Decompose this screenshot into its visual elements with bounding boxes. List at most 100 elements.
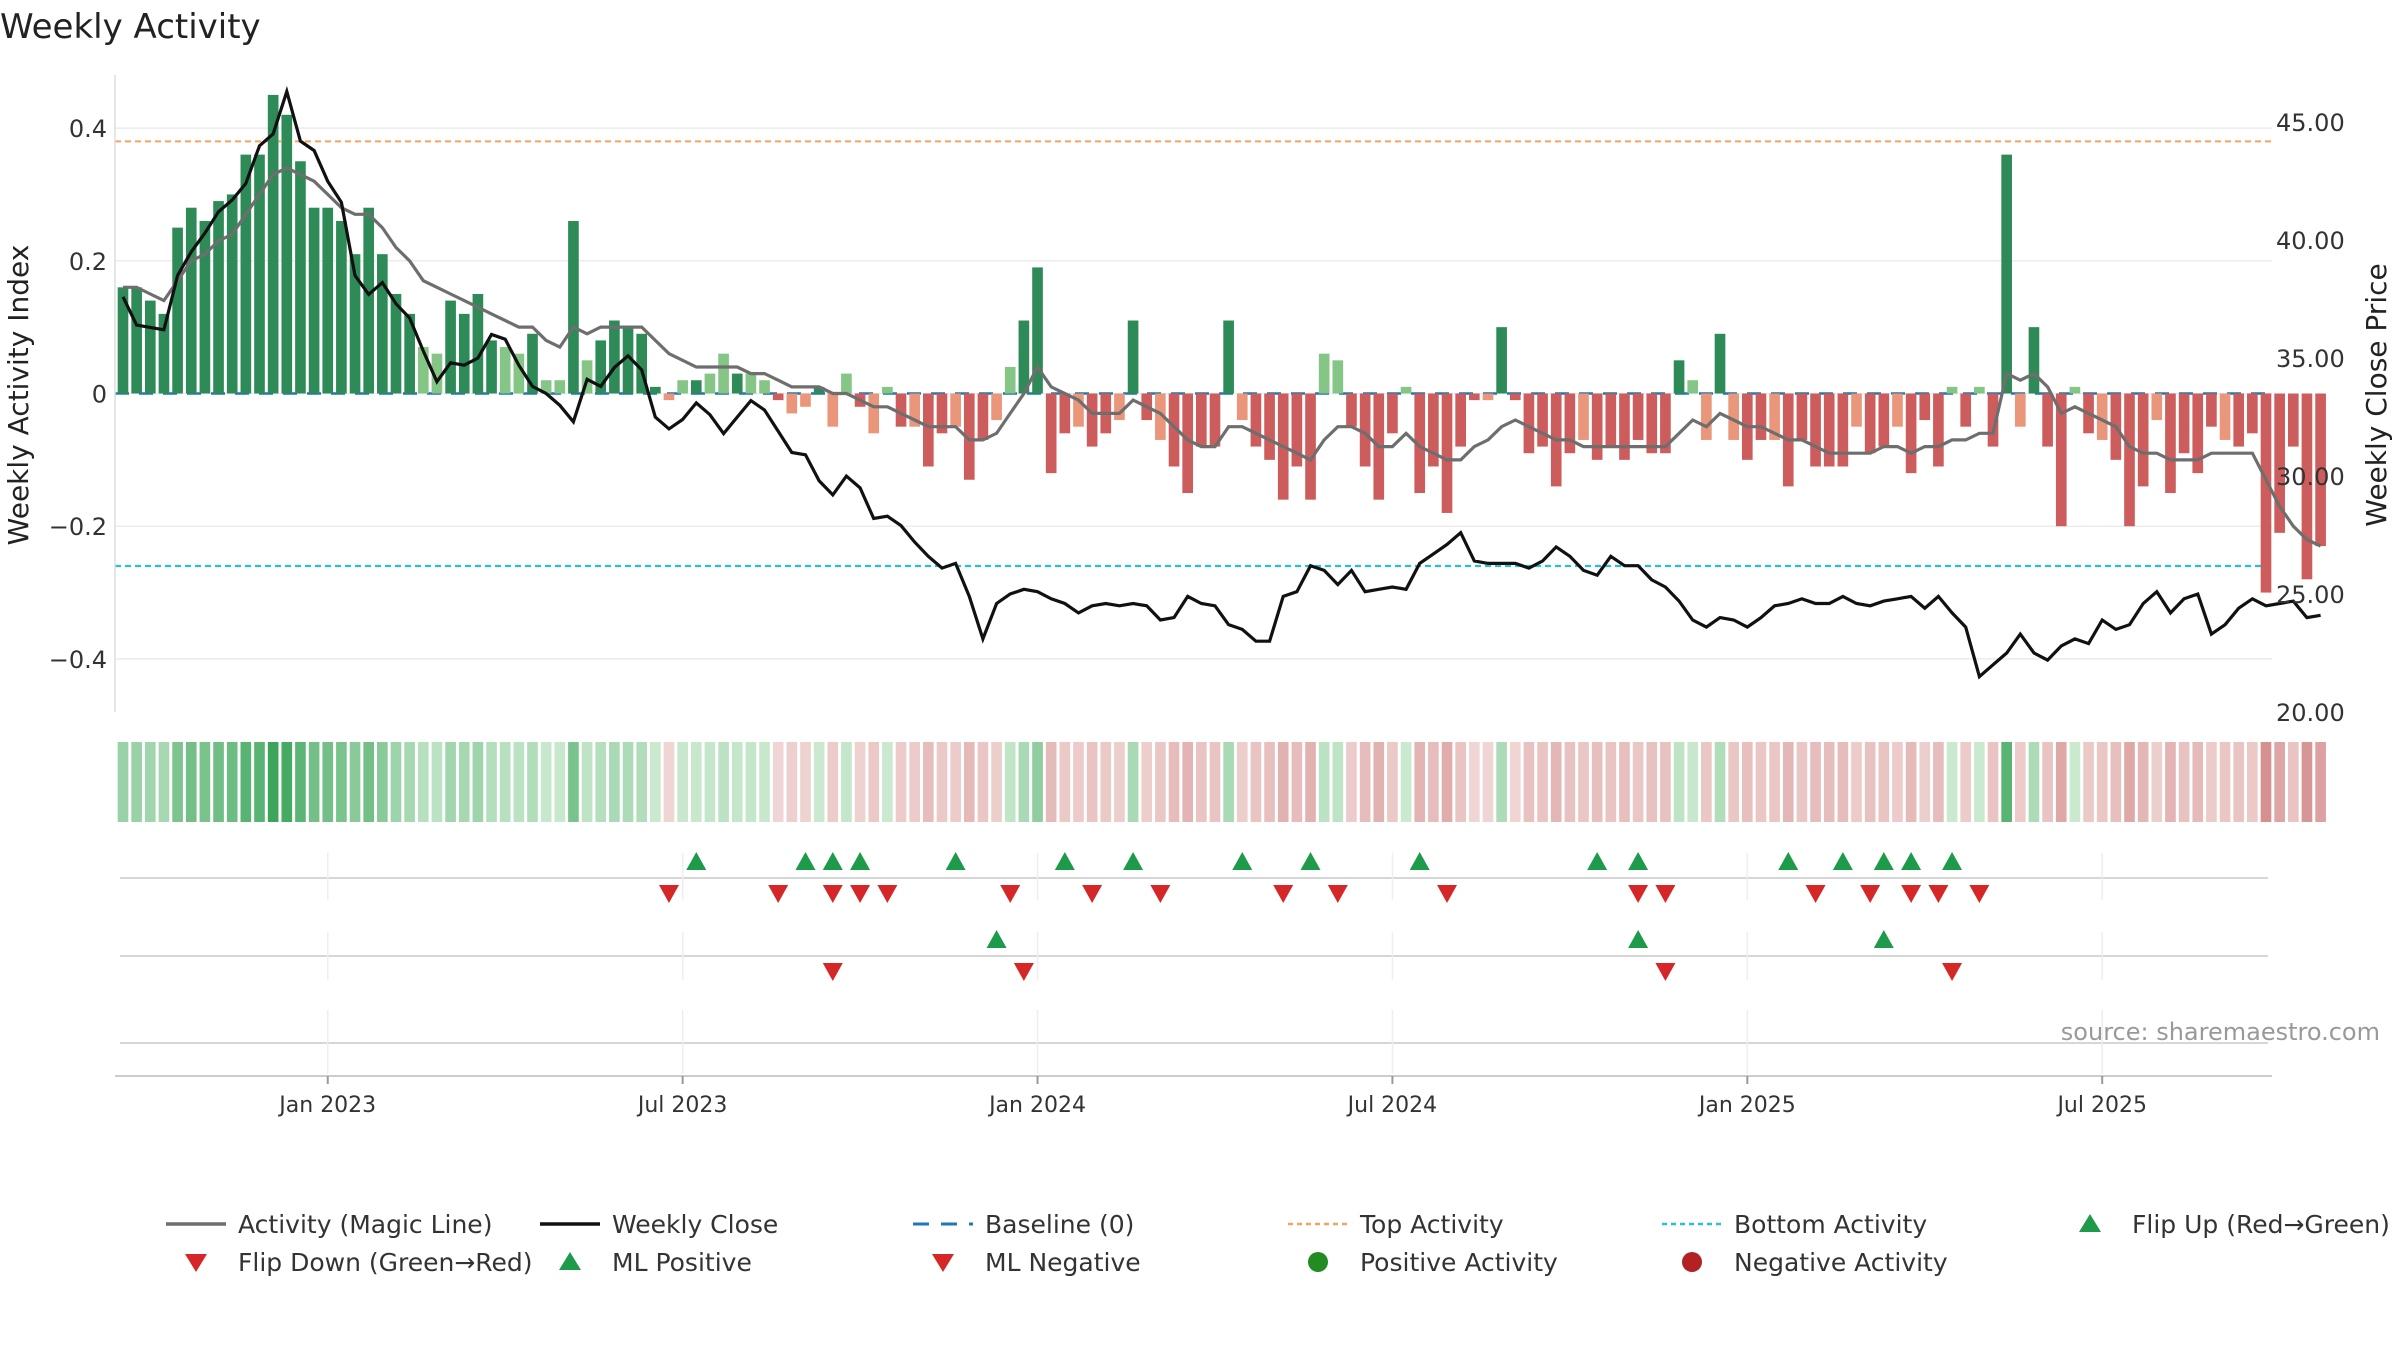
activity-bar	[1892, 393, 1903, 427]
heat-cell	[1196, 742, 1207, 822]
activity-bar	[1755, 393, 1767, 440]
heat-cell	[895, 742, 907, 822]
flip-up-marker	[1587, 852, 1608, 870]
x-axis: Jan 2023 Jul 2023 Jan 2024 Jul 2024 Jan 2025…	[115, 1075, 2272, 1118]
activity-bar	[2315, 393, 2326, 547]
activity-bar	[1960, 393, 1972, 427]
activity-bar	[513, 353, 525, 394]
heat-cell	[868, 742, 880, 822]
activity-bar	[1537, 393, 1548, 447]
heat-cell	[1728, 742, 1739, 822]
activity-bar	[472, 293, 484, 394]
magic-line	[123, 166, 2322, 548]
flip-down-marker	[1805, 885, 1826, 903]
flip-up-marker	[1942, 852, 1963, 870]
heat-cell	[2274, 742, 2285, 822]
heat-cell	[690, 742, 702, 822]
activity-bar	[690, 380, 702, 394]
heat-cell	[2315, 742, 2326, 822]
flip-up-marker	[795, 852, 816, 870]
activity-bar	[1660, 393, 1671, 454]
heat-cell	[1414, 742, 1426, 822]
heat-cell	[2110, 742, 2122, 822]
activity-bar	[1346, 393, 1357, 427]
chart-title: Weekly Activity	[0, 7, 261, 47]
activity-bar	[759, 380, 770, 394]
heat-cell	[1373, 742, 1385, 822]
heat-cell	[718, 742, 729, 822]
y-tick-left-3: −0.2	[49, 513, 107, 541]
activity-bar	[240, 154, 252, 394]
heat-cell	[295, 742, 306, 822]
flip-down-marker	[768, 885, 789, 903]
activity-bar	[1714, 333, 1726, 394]
activity-bar	[909, 393, 921, 427]
heat-cell	[827, 742, 839, 822]
activity-bar	[1523, 393, 1535, 454]
flip-down-marker	[1082, 885, 1103, 903]
heat-cell	[404, 742, 415, 822]
legend-label: Top Activity	[1359, 1210, 1504, 1239]
activity-bar	[622, 327, 634, 394]
heat-cell	[1769, 742, 1780, 822]
heat-cell	[240, 742, 252, 822]
heat-cell	[2178, 742, 2190, 822]
activity-bar	[1045, 393, 1057, 474]
activity-bar	[295, 161, 306, 394]
activity-bar	[1919, 393, 1931, 421]
legend-label: Weekly Close	[612, 1210, 778, 1239]
flip-down-marker	[822, 885, 843, 903]
flip-down-marker	[850, 885, 871, 903]
legend-item-posact: Positive Activity	[1308, 1248, 1558, 1277]
heat-cell	[950, 742, 961, 822]
heat-cell	[199, 742, 211, 822]
activity-bar	[2028, 327, 2040, 394]
x-tick-label-2: Jan 2024	[987, 1093, 1086, 1118]
activity-bar	[2137, 393, 2149, 487]
signal-markers	[120, 852, 2268, 1074]
activity-bar	[1236, 393, 1248, 421]
activity-bar	[1032, 267, 1043, 394]
heat-cell	[417, 742, 429, 822]
activity-bar	[2287, 393, 2299, 447]
activity-bar	[199, 220, 211, 394]
heat-cell	[704, 742, 716, 822]
activity-bar	[1468, 393, 1480, 401]
activity-bar	[977, 393, 989, 440]
heat-cell	[390, 742, 402, 822]
heat-cell	[1428, 742, 1439, 822]
activity-bar	[963, 393, 975, 480]
heat-cell	[1905, 742, 1917, 822]
heat-cell	[185, 742, 197, 822]
activity-bar	[540, 380, 552, 394]
heat-cell	[650, 742, 661, 822]
heat-cell	[2028, 742, 2040, 822]
activity-bar	[1728, 393, 1739, 440]
heat-cell	[267, 742, 279, 822]
heat-cell	[1305, 742, 1316, 822]
activity-bar	[841, 373, 852, 394]
activity-bar	[568, 220, 579, 394]
activity-bar	[2151, 393, 2163, 421]
heat-cell	[1919, 742, 1931, 822]
flip-up-marker	[1054, 852, 1075, 870]
activity-bar	[431, 353, 443, 394]
activity-bar	[2124, 393, 2135, 527]
heat-cell	[472, 742, 484, 822]
activity-bar	[1564, 393, 1576, 454]
activity-bar	[609, 320, 620, 394]
heat-cell	[1701, 742, 1712, 822]
heat-cell	[1086, 742, 1098, 822]
heat-cell	[540, 742, 552, 822]
heat-cell	[1155, 742, 1166, 822]
activity-bar	[1387, 393, 1398, 434]
heat-cell	[745, 742, 757, 822]
flip-down-marker	[1969, 885, 1990, 903]
heat-cell	[759, 742, 770, 822]
ml-negative-marker	[1013, 963, 1034, 981]
activity-bar	[1796, 393, 1808, 440]
activity-bar	[581, 360, 593, 394]
activity-bar	[1359, 393, 1371, 467]
activity-bar	[1810, 393, 1821, 467]
